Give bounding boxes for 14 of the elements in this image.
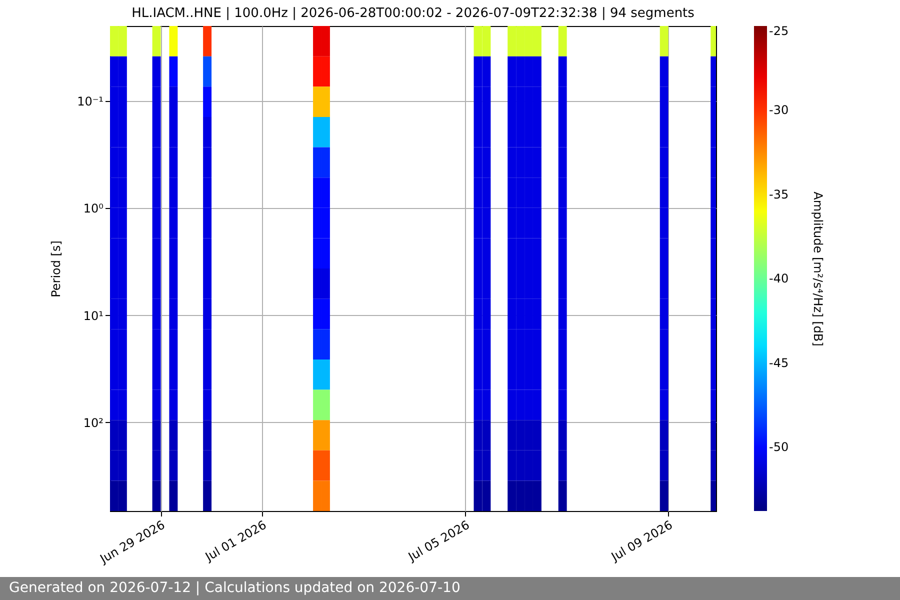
color-bar-label: -45 xyxy=(769,356,789,370)
y-axis-title: Period [s] xyxy=(49,240,64,298)
chart-title: HL.IACM..HNE | 100.0Hz | 2026-06-28T00:00:02 - 2026-07-09T22:32:38 | 94 segments xyxy=(132,6,695,21)
y-tick-label: 10⁰ xyxy=(83,202,104,216)
y-tick-label: 10¹ xyxy=(83,308,104,323)
color-bar-label: -25 xyxy=(769,24,789,38)
color-bar-title: Amplitude [m²/s⁴/Hz] [dB] xyxy=(811,192,825,346)
text: Generated on 2026-07-12 | Calculations updated on 2026-07-10 xyxy=(0,577,900,600)
color-bar-label: -40 xyxy=(769,272,789,286)
color-bar-label: -30 xyxy=(769,103,789,118)
y-tick-label: 10² xyxy=(83,416,104,430)
color-bar-label: -35 xyxy=(769,187,789,202)
y-tick-label: 10⁻¹ xyxy=(77,94,104,108)
color-bar-label: -50 xyxy=(769,440,789,454)
